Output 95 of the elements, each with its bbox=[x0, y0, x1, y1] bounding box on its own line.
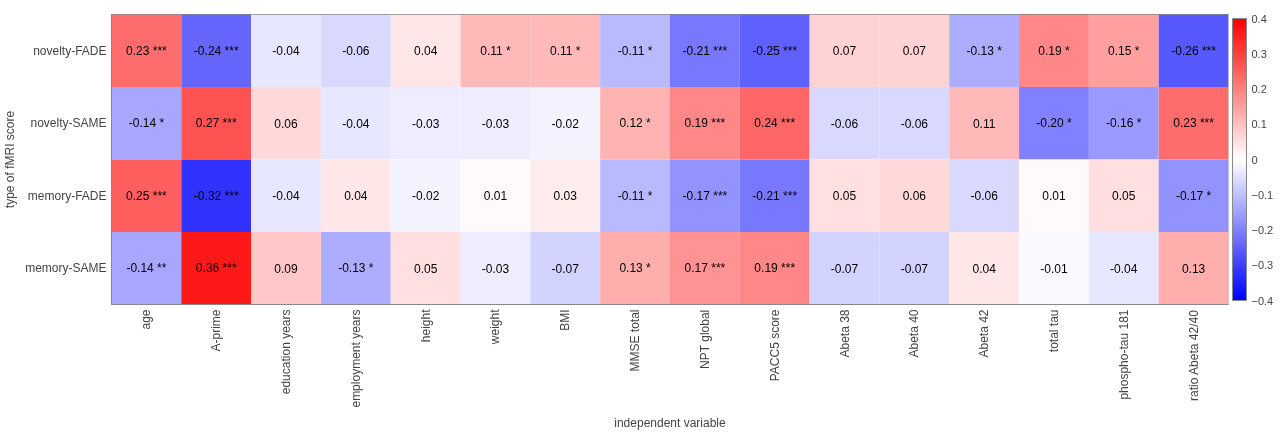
x-tick-label: age bbox=[139, 309, 154, 330]
data-label: 0.23 *** bbox=[1173, 116, 1215, 131]
x-tick-label: phospho-tau 181 bbox=[1116, 309, 1131, 400]
data-label: 0.05 bbox=[832, 189, 857, 204]
data-label: -0.04 bbox=[272, 44, 301, 59]
data-label: -0.17 *** bbox=[682, 188, 728, 203]
data-label: 0.19 * bbox=[1038, 43, 1070, 58]
data-label: -0.32 *** bbox=[193, 188, 239, 203]
data-label: 0.19 *** bbox=[684, 116, 726, 131]
data-label: -0.13 * bbox=[966, 43, 1003, 58]
color-bar-label: −0.3 bbox=[1251, 259, 1274, 272]
data-label: -0.04 bbox=[342, 116, 370, 131]
y-tick-label: memory-SAME bbox=[25, 261, 107, 276]
x-tick-label: height bbox=[418, 308, 433, 343]
data-label: -0.25 *** bbox=[752, 43, 798, 58]
data-label: -0.07 bbox=[900, 261, 929, 276]
x-tick-label: ratio Abeta 42/40 bbox=[1186, 309, 1201, 401]
x-tick-label: total tau bbox=[1046, 309, 1061, 353]
data-label: 0.03 bbox=[553, 189, 578, 204]
x-tick-label: BMI bbox=[558, 309, 573, 331]
data-label: -0.21 *** bbox=[752, 188, 798, 203]
x-tick-label: Abeta 42 bbox=[977, 309, 992, 358]
x-tick-label: A-prime bbox=[209, 309, 224, 352]
color-bar-label: 0.1 bbox=[1251, 118, 1267, 131]
x-tick-label: PACC5 score bbox=[767, 309, 782, 382]
data-label: -0.02 bbox=[551, 116, 580, 131]
color-bar-label: −0.1 bbox=[1251, 188, 1274, 201]
data-label: 0.11 * bbox=[480, 43, 512, 58]
y-tick-label: novelty-FADE bbox=[33, 43, 107, 58]
data-label: 0.05 bbox=[1112, 189, 1136, 204]
data-label: 0.13 bbox=[1181, 261, 1206, 276]
data-label: -0.06 bbox=[830, 116, 859, 131]
data-label: 0.09 bbox=[274, 261, 299, 276]
data-label: -0.17 * bbox=[1175, 188, 1212, 203]
x-tick-label: employment years bbox=[348, 309, 363, 408]
data-label: 0.07 bbox=[832, 44, 857, 59]
x-axis-title: independent variable bbox=[614, 415, 727, 430]
data-label: 0.15 * bbox=[1108, 43, 1140, 58]
data-label: 0.07 bbox=[902, 44, 927, 59]
data-label: -0.07 bbox=[551, 261, 580, 276]
x-tick-label: MMSE total bbox=[628, 309, 643, 372]
y-tick-label: memory-FADE bbox=[27, 188, 107, 203]
data-label: 0.13 * bbox=[619, 261, 652, 276]
data-label: 0.17 *** bbox=[684, 261, 726, 276]
data-label: -0.26 *** bbox=[1171, 43, 1217, 58]
data-label: 0.04 bbox=[972, 261, 997, 276]
data-label: -0.21 *** bbox=[682, 43, 728, 58]
data-label: -0.06 bbox=[900, 116, 929, 131]
data-label: -0.16 * bbox=[1106, 116, 1142, 131]
data-label: 0.06 bbox=[274, 116, 299, 131]
data-label: -0.03 bbox=[481, 261, 510, 276]
data-label: -0.24 *** bbox=[193, 43, 239, 58]
data-label: -0.04 bbox=[1110, 261, 1138, 276]
data-label: 0.04 bbox=[413, 44, 438, 59]
data-label: 0.27 *** bbox=[195, 116, 237, 131]
data-label: 0.25 *** bbox=[126, 188, 168, 203]
data-label: -0.13 * bbox=[338, 261, 374, 276]
data-label: -0.04 bbox=[272, 189, 301, 204]
data-label: -0.11 * bbox=[617, 188, 653, 203]
data-label: 0.01 bbox=[483, 189, 508, 204]
x-tick-label: Abeta 38 bbox=[837, 309, 852, 358]
data-label: -0.06 bbox=[342, 44, 370, 59]
data-label: -0.01 bbox=[1040, 261, 1068, 276]
data-label: -0.11 * bbox=[617, 43, 653, 58]
data-label: 0.36 *** bbox=[195, 261, 237, 276]
x-tick-label: weight bbox=[488, 308, 503, 346]
data-label: 0.06 bbox=[902, 189, 927, 204]
data-label: -0.14 * bbox=[128, 116, 165, 131]
data-label: -0.03 bbox=[481, 116, 510, 131]
color-bar-label: 0.2 bbox=[1251, 83, 1267, 95]
data-label: 0.11 bbox=[972, 116, 996, 131]
data-label: 0.19 *** bbox=[754, 261, 796, 276]
data-label: 0.11 * bbox=[550, 43, 581, 58]
data-label: 0.23 *** bbox=[126, 43, 168, 58]
color-bar-label: 0.4 bbox=[1251, 12, 1267, 25]
color-bar-label: 0 bbox=[1251, 153, 1258, 166]
data-label: -0.06 bbox=[970, 189, 999, 204]
x-tick-label: education years bbox=[279, 309, 294, 395]
data-label: -0.07 bbox=[830, 261, 859, 276]
x-tick-label: Abeta 40 bbox=[907, 309, 922, 358]
data-label: 0.24 *** bbox=[754, 116, 796, 131]
data-label: 0.12 * bbox=[619, 116, 652, 131]
color-bar-label: 0.3 bbox=[1251, 47, 1267, 60]
color-bar-label: −0.4 bbox=[1251, 294, 1274, 307]
y-axis-title: type of fMRI score bbox=[3, 110, 18, 209]
y-tick-label: novelty-SAME bbox=[30, 116, 107, 131]
data-label: -0.03 bbox=[411, 116, 440, 131]
data-label: -0.20 * bbox=[1036, 116, 1072, 131]
data-label: -0.02 bbox=[411, 189, 440, 204]
x-tick-label: NPT global bbox=[697, 309, 712, 369]
color-bar-label: −0.2 bbox=[1251, 224, 1274, 236]
data-label: 0.01 bbox=[1042, 189, 1066, 204]
data-label: -0.14 ** bbox=[126, 261, 167, 276]
data-label: 0.04 bbox=[344, 189, 368, 204]
data-label: 0.05 bbox=[413, 261, 438, 276]
